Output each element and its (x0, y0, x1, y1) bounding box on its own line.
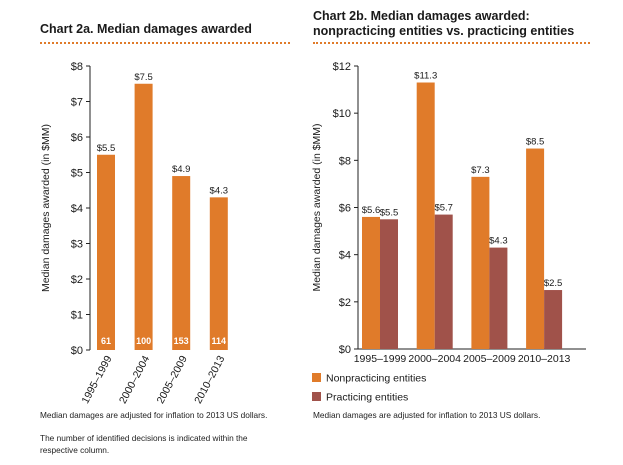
chart-2b-x-tick-label: 2005–2009 (463, 353, 516, 365)
chart-2b-legend-label: Nonpracticing entities (326, 373, 426, 385)
chart-2b-value-label: $4.3 (489, 236, 508, 247)
chart-2a-x-tick-label: 2005–2009 (155, 354, 190, 406)
chart-2b-y-tick-label: $8 (339, 155, 351, 167)
chart-2a-note-decisions: The number of identified decisions is in… (40, 433, 248, 455)
chart-2a-y-tick-label: $3 (71, 239, 83, 251)
chart-2b-legend-label: Practicing entities (326, 392, 408, 404)
chart-2b-y-tick-label: $10 (333, 108, 351, 120)
chart-2b-bar (380, 219, 398, 349)
chart-2a-bar (209, 197, 228, 350)
chart-2a-title: Chart 2a. Median damages awarded (40, 22, 252, 36)
chart-2b-y-tick-label: $6 (339, 203, 351, 215)
chart-2a-x-tick-label: 2000–2004 (117, 354, 152, 406)
chart-2b-y-tick-label: $0 (339, 344, 351, 356)
chart-2a-bar (97, 154, 115, 350)
chart-2a-y-tick-label: $0 (71, 345, 83, 357)
chart-2a-y-tick-label: $6 (71, 132, 83, 144)
chart-2a-note-inflation: Median damages are adjusted for inflatio… (40, 410, 268, 420)
chart-2a-value-label: $7.5 (134, 72, 153, 83)
chart-2a-x-tick-label: 1995–1999 (79, 354, 114, 406)
chart-2a-decision-count: 114 (212, 336, 227, 346)
chart-2a-decision-count: 61 (101, 336, 111, 346)
chart-2a-y-tick-label: $8 (71, 61, 83, 73)
chart-2a-decision-count: 100 (136, 336, 151, 346)
chart-2b-value-label: $2.5 (544, 278, 563, 289)
chart-2a-title-rule (40, 42, 290, 44)
chart-2b-value-label: $7.3 (471, 165, 490, 176)
chart-2a-y-tick-label: $1 (71, 310, 83, 322)
chart-2a-value-label: $5.5 (97, 143, 116, 154)
chart-2a-value-label: $4.3 (210, 185, 229, 196)
chart-2a-y-tick-label: $7 (71, 97, 83, 109)
chart-2a-bar (172, 176, 191, 350)
chart-2b-note-inflation: Median damages are adjusted for inflatio… (313, 410, 541, 420)
chart-2b-title-line-2: nonpracticing entities vs. practicing en… (313, 24, 575, 38)
chart-2a-y-tick-label: $4 (71, 203, 83, 215)
chart-2b-title-line-1: Chart 2b. Median damages awarded: (313, 9, 530, 23)
chart-2a-x-tick-label: 2010–2013 (192, 354, 227, 406)
chart-2b-y-tick-label: $12 (333, 61, 351, 73)
chart-2b-value-label: $5.7 (434, 203, 453, 214)
chart-2b-title-rule (313, 42, 590, 44)
chart-2a-y-axis-title: Median damages awarded (in $MM) (40, 124, 52, 292)
chart-2b-bar (416, 82, 435, 349)
chart-2b-bar (489, 247, 508, 349)
chart-2b-legend-swatch (312, 373, 321, 382)
chart-2a-value-label: $4.9 (172, 164, 191, 175)
chart-2b-y-tick-label: $4 (339, 250, 351, 262)
chart-2b-y-tick-label: $2 (339, 297, 351, 309)
chart-2a-y-tick-label: $2 (71, 274, 83, 286)
chart-2b-bar (434, 214, 453, 349)
chart-2a-y-tick-label: $5 (71, 168, 83, 180)
chart-2b-x-tick-label: 1995–1999 (354, 353, 407, 365)
chart-2b-value-label: $5.6 (362, 205, 381, 216)
chart-2b-y-axis-title: Median damages awarded (in $MM) (311, 123, 323, 291)
chart-2b-bar (471, 176, 490, 349)
chart-2b-x-tick-label: 2010–2013 (518, 353, 571, 365)
chart-2b-value-label: $11.3 (414, 71, 437, 82)
chart-2b-bar (362, 216, 380, 349)
chart-2b-legend-swatch (312, 392, 321, 401)
chart-2b-value-label: $5.5 (380, 207, 399, 218)
chart-2b-bar (526, 148, 545, 349)
chart-2b-value-label: $8.5 (526, 137, 545, 148)
chart-2a-bar (134, 83, 153, 350)
chart-2b-bar (544, 290, 563, 349)
chart-2b-x-tick-label: 2000–2004 (408, 353, 461, 365)
chart-2a-decision-count: 153 (174, 336, 189, 346)
